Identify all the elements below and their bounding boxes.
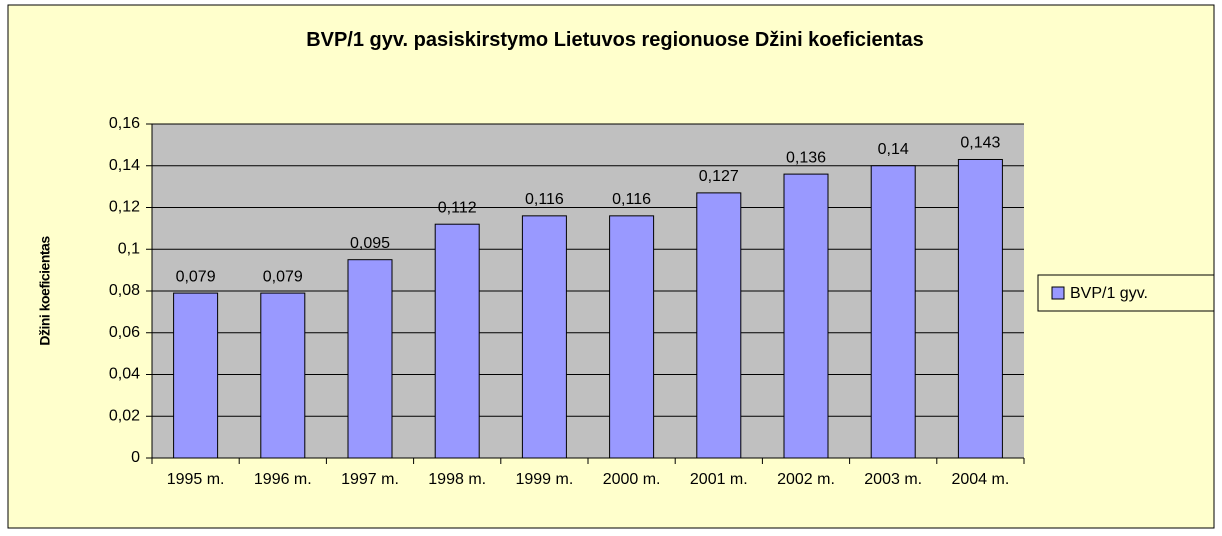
data-label: 0,112 (438, 199, 477, 216)
data-label: 0,116 (525, 191, 564, 208)
bar (521, 215, 567, 459)
data-label: 0,079 (263, 268, 303, 285)
chart-title: BVP/1 gyv. pasiskirstymo Lietuvos region… (306, 29, 924, 51)
x-tick-label: 2000 m. (602, 471, 661, 488)
y-axis-label: Džini koeficientas (37, 236, 53, 346)
x-tick-label: 1998 m. (428, 471, 487, 488)
y-tick-label: 0,14 (109, 157, 140, 174)
bar (173, 292, 219, 459)
y-tick-label: 0,16 (109, 115, 140, 132)
x-tick-label: 1995 m. (166, 471, 225, 488)
x-tick-label: 1996 m. (253, 471, 312, 488)
y-tick-label: 0,04 (109, 366, 140, 383)
legend-label: BVP/1 gyv. (1070, 285, 1148, 302)
bar (347, 259, 393, 459)
bar (696, 192, 742, 459)
bar (957, 158, 1003, 459)
data-label: 0,127 (699, 168, 739, 185)
y-tick-label: 0,08 (109, 282, 140, 299)
x-tick-label: 2001 m. (689, 471, 748, 488)
data-label: 0,116 (612, 191, 651, 208)
bar (783, 173, 829, 459)
legend-swatch (1051, 286, 1065, 300)
y-tick-label: 0,12 (109, 199, 140, 216)
x-tick-label: 1999 m. (515, 471, 574, 488)
bar (870, 165, 916, 459)
x-tick-label: 1997 m. (341, 471, 399, 488)
data-label: 0,095 (350, 235, 390, 252)
x-tick-label: 2002 m. (777, 471, 835, 488)
x-tick-label: 2004 m. (951, 471, 1010, 488)
data-label: 0,14 (878, 141, 909, 158)
y-tick-label: 0,06 (109, 324, 140, 341)
y-tick-label: 0,1 (118, 240, 140, 257)
x-tick-label: 2003 m. (864, 471, 923, 488)
data-label: 0,079 (176, 268, 216, 285)
y-tick-label: 0,02 (109, 407, 140, 424)
data-label: 0,136 (786, 149, 826, 166)
bar (609, 215, 655, 459)
legend-box (1037, 274, 1215, 312)
y-tick-label: 0 (131, 449, 140, 466)
data-label: 0,143 (960, 135, 1000, 152)
bar (434, 223, 480, 459)
bar (260, 292, 306, 459)
